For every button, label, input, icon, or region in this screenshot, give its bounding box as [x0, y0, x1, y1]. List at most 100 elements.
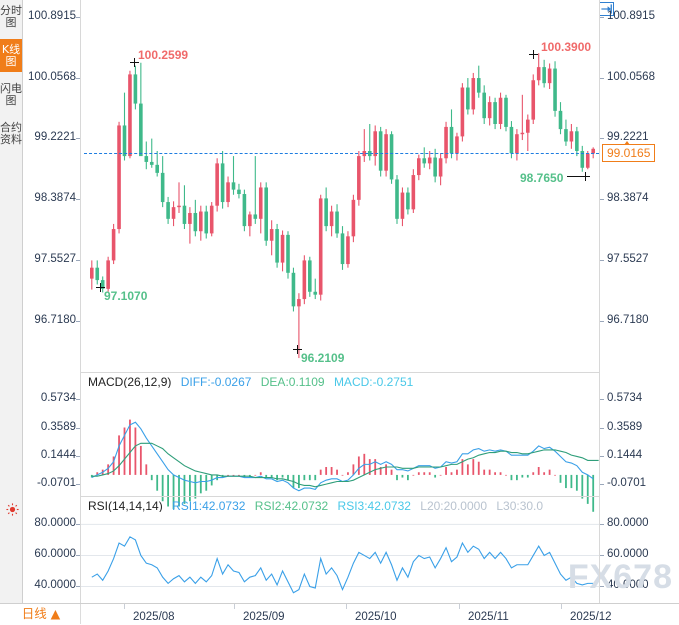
rsi-tick-left-2: 40.0000: [34, 579, 76, 592]
rsi-tick-left-1: 60.0000: [34, 548, 76, 561]
macd-tick-mark-left-0: [76, 399, 80, 401]
annotation-marker-low-3b: [581, 172, 590, 181]
date-tick-3: 2025/11: [468, 611, 509, 623]
sun-icon[interactable]: [6, 503, 19, 516]
price-tick-right-4: 97.5527: [607, 253, 649, 266]
macd-tick-mark-left-2: [76, 455, 80, 457]
macd-tick-left-2: 0.1444: [40, 448, 76, 461]
macd-dea-value: DEA:0.1109: [260, 375, 325, 389]
macd-header: MACD(26,12,9) DIFF:-0.0267 DEA:0.1109 MA…: [88, 375, 413, 389]
price-tick-right-3: 98.3874: [607, 192, 649, 205]
macd-tick-right-2: 0.1444: [607, 448, 643, 461]
price-tick-right-2: 99.2221: [607, 131, 649, 144]
macd-tick-mark-right-1: [600, 427, 604, 429]
macd-tick-right-0: 0.5734: [607, 392, 643, 405]
panel-divider-macd: [80, 372, 599, 373]
watermark: FX678: [567, 558, 673, 596]
price-tick-mark-right-3: [600, 199, 604, 201]
rsi-tick-mark-right-0: [600, 524, 604, 526]
rsi-tick-mark-right-2: [600, 586, 604, 588]
macd-series: [90, 419, 599, 512]
date-tick-2: 2025/10: [355, 611, 397, 623]
sidebar-item-kline[interactable]: K线图: [0, 39, 22, 72]
rsi-tick-mark-right-1: [600, 555, 604, 557]
price-tick-mark-right-0: [600, 16, 604, 18]
rsi-tick-left-0: 80.0000: [34, 517, 76, 530]
date-tick-mark-1: [234, 604, 235, 609]
rsi-tick-right-1: 60.0000: [607, 548, 649, 561]
candlestick-series: [90, 53, 595, 359]
rsi3-value: RSI3:42.0732: [337, 499, 411, 513]
annotation-low-2: 96.2109: [301, 351, 345, 365]
date-tick-mark-4: [561, 604, 562, 609]
macd-diff-value: DIFF:-0.0267: [180, 375, 252, 389]
rsi-l20-value: L20:20.0000: [420, 499, 487, 513]
rsi-tick-mark-left-0: [76, 524, 80, 526]
price-tick-left-5: 96.7180: [34, 314, 76, 327]
price-tick-left-4: 97.5527: [34, 253, 76, 266]
price-tick-mark-right-5: [600, 321, 604, 323]
macd-tick-mark-left-1: [76, 427, 80, 429]
current-price-tag[interactable]: 99.0165: [602, 144, 656, 163]
annotation-marker-low-1: [96, 283, 105, 292]
price-tick-left-3: 98.3874: [34, 192, 76, 205]
rsi2-value: RSI2:42.0732: [254, 499, 329, 513]
macd-title: MACD(26,12,9): [88, 375, 172, 389]
macd-tick-left-1: 0.3589: [40, 420, 76, 433]
price-tick-mark-left-2: [76, 138, 80, 140]
rsi-tick-mark-left-1: [76, 555, 80, 557]
bottom-bar: 日线 ▲ 2025/08 2025/09 2025/10 2025/11 2025/12: [0, 603, 679, 625]
annotation-low-1: 97.1070: [104, 289, 148, 303]
macd-macd-value: MACD:-0.2751: [333, 375, 414, 389]
date-tick-0: 2025/08: [133, 611, 175, 623]
price-chart-panel[interactable]: [80, 0, 599, 372]
annotation-marker-low-2: [293, 345, 302, 354]
annotation-marker-high-2: [529, 50, 538, 59]
axis-separator-left: [80, 0, 81, 604]
macd-tick-mark-left-3: [76, 484, 80, 486]
date-tick-4: 2025/12: [570, 611, 612, 623]
rsi-chart-panel[interactable]: [80, 512, 599, 602]
price-tick-mark-left-0: [76, 16, 80, 18]
rsi-tick-right-2: 40.0000: [607, 579, 649, 592]
price-tick-right-1: 100.0568: [607, 70, 655, 83]
date-tick-1: 2025/09: [243, 611, 285, 623]
macd-tick-mark-right-2: [600, 455, 604, 457]
price-tick-left-0: 100.8915: [28, 9, 76, 22]
sidebar-item-timeline[interactable]: 分时图: [0, 4, 22, 29]
left-sidebar: 分时图 K线图 闪电图 合约资料: [0, 0, 23, 604]
price-tick-mark-left-5: [76, 321, 80, 323]
price-tick-mark-right-2: [600, 138, 604, 140]
price-tick-left-2: 99.2221: [34, 131, 76, 144]
rsi-tick-mark-left-2: [76, 586, 80, 588]
macd-chart-panel[interactable]: [80, 388, 599, 512]
panel-divider-rsi: [80, 496, 599, 497]
rsi-title: RSI(14,14,14): [88, 499, 163, 513]
axis-separator: [599, 0, 600, 604]
date-tick-mark-2: [346, 604, 347, 609]
sidebar-item-contract-info[interactable]: 合约资料: [0, 121, 22, 146]
price-tick-mark-right-4: [600, 260, 604, 262]
rsi-header: RSI(14,14,14) RSI1:42.0732 RSI2:42.0732 …: [88, 499, 543, 513]
sidebar-item-lightning[interactable]: 闪电图: [0, 82, 22, 107]
annotation-high-1: 100.2599: [138, 48, 189, 62]
rsi-series: [80, 523, 599, 594]
macd-tick-right-3: -0.0701: [607, 477, 647, 490]
price-tick-mark-left-4: [76, 260, 80, 262]
price-tick-right-0: 100.8915: [607, 9, 655, 22]
annotation-marker-low-3: [567, 176, 585, 178]
macd-tick-right-1: 0.3589: [607, 420, 643, 433]
price-tick-right-5: 96.7180: [607, 314, 649, 327]
date-tick-mark-0: [124, 604, 125, 609]
annotation-marker-high-1: [130, 58, 139, 67]
period-selector-button[interactable]: 日线 ▲: [2, 604, 81, 624]
annotation-high-2: 100.3900: [541, 40, 592, 54]
date-tick-mark-3: [459, 604, 460, 609]
price-tick-mark-right-1: [600, 77, 604, 79]
macd-tick-mark-right-0: [600, 399, 604, 401]
macd-tick-mark-right-3: [600, 484, 604, 486]
macd-tick-left-3: -0.0701: [36, 477, 76, 490]
rsi-tick-right-0: 80.0000: [607, 517, 649, 530]
price-tick-left-1: 100.0568: [28, 70, 76, 83]
